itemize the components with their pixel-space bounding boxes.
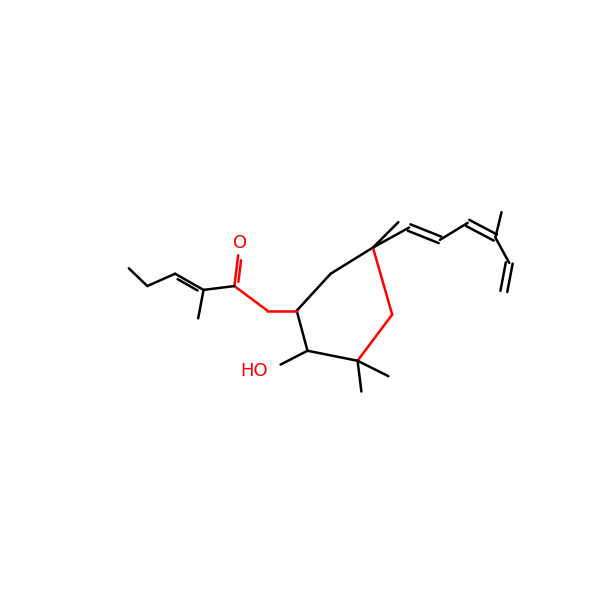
Text: HO: HO (240, 362, 268, 380)
Text: O: O (233, 234, 247, 252)
